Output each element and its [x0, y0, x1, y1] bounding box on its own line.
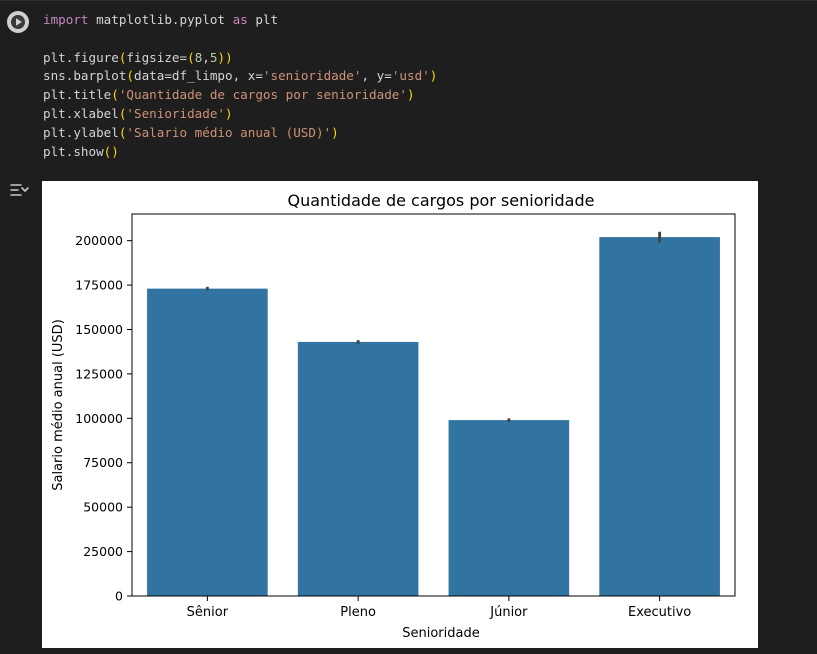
code-token: data=df_limpo, x=: [134, 68, 263, 84]
code-token: (: [118, 49, 127, 65]
run-cell-button[interactable]: [7, 11, 29, 33]
code-line: [43, 30, 437, 49]
output-toggle-icon: [10, 184, 29, 196]
code-token: (: [111, 87, 119, 103]
x-tick-label: Sênior: [187, 605, 229, 620]
code-token: sns.barplot: [43, 68, 127, 84]
code-token: plt.show: [43, 143, 104, 159]
code-token: (: [126, 68, 134, 84]
code-token: ): [217, 49, 226, 65]
chart-figure: Quantidade de cargos por senioridade 0 25…: [42, 181, 758, 648]
bar: [599, 237, 720, 597]
code-token: as: [232, 12, 248, 27]
code-token: (: [118, 124, 127, 140]
code-token: (: [187, 49, 195, 65]
chart-title: Quantidade de cargos por senioridade: [288, 191, 595, 210]
plot-frame: [131, 213, 736, 597]
code-token: , y=: [361, 68, 392, 84]
code-line: sns.barplot(data=df_limpo, x='senioridad…: [43, 67, 437, 86]
code-line: plt.title('Quantidade de cargos por seni…: [43, 86, 437, 105]
output-toggle-button[interactable]: [8, 181, 30, 199]
bar: [448, 420, 570, 596]
y-tick-label: 25000: [83, 544, 123, 559]
bar: [147, 288, 268, 596]
code-token: 'Salario médio anual (USD)': [126, 124, 332, 140]
code-token: ): [331, 124, 339, 140]
y-tick-label: 200000: [75, 233, 123, 248]
code-token: ): [406, 87, 415, 103]
code-token: 5: [209, 49, 218, 65]
code-editor[interactable]: import matplotlib.pyplot as plt plt.figu…: [43, 11, 437, 161]
y-axis-label: Salario médio anual (USD): [51, 319, 66, 491]
play-circle-icon: [8, 12, 28, 32]
y-tick-label: 100000: [75, 411, 123, 426]
code-token: 'senioridade': [262, 68, 362, 84]
code-line: import matplotlib.pyplot as plt: [43, 11, 437, 30]
code-token: 'usd': [391, 68, 430, 84]
x-axis-label: Senioridade: [402, 626, 479, 641]
code-cell[interactable]: import matplotlib.pyplot as plt plt.figu…: [0, 0, 817, 173]
code-token: plt.xlabel: [43, 105, 119, 121]
bar: [297, 341, 419, 596]
code-token: ): [225, 49, 233, 65]
code-line: plt.show(): [43, 143, 437, 162]
y-tick-label: 50000: [83, 500, 123, 515]
code-token: plt.title: [43, 87, 112, 103]
x-tick-label: Júnior: [489, 605, 528, 620]
code-token: ): [225, 105, 233, 121]
code-token: matplotlib.pyplot: [88, 12, 233, 27]
code-token: figsize=: [126, 49, 188, 65]
code-token: ): [429, 68, 438, 84]
code-token: plt: [247, 12, 279, 27]
code-line: plt.xlabel('Senioridade'): [43, 105, 437, 124]
x-tick-label: Executivo: [628, 605, 691, 620]
code-token: plt.ylabel: [43, 124, 119, 140]
code-token: plt.figure: [43, 49, 119, 65]
code-token: (: [118, 105, 127, 121]
y-tick-label: 150000: [75, 322, 123, 337]
y-tick-label: 175000: [75, 278, 123, 293]
code-line: plt.ylabel('Salario médio anual (USD)'): [43, 124, 437, 143]
y-tick-label: 75000: [83, 455, 123, 470]
code-token: (: [103, 143, 112, 159]
y-tick-label: 125000: [75, 366, 123, 381]
code-token: ,: [202, 49, 210, 65]
bar-chart: Quantidade de cargos por senioridade 0 25…: [51, 191, 736, 641]
code-token: ): [111, 143, 119, 159]
code-token: 'Senioridade': [126, 105, 225, 121]
code-token: import: [43, 12, 89, 27]
code-line: plt.figure(figsize=(8,5)): [43, 49, 437, 68]
y-tick-label: 0: [115, 589, 123, 604]
code-token: 8: [194, 49, 203, 65]
code-token: 'Quantidade de cargos por senioridade': [118, 87, 407, 103]
x-tick-label: Pleno: [340, 605, 376, 620]
